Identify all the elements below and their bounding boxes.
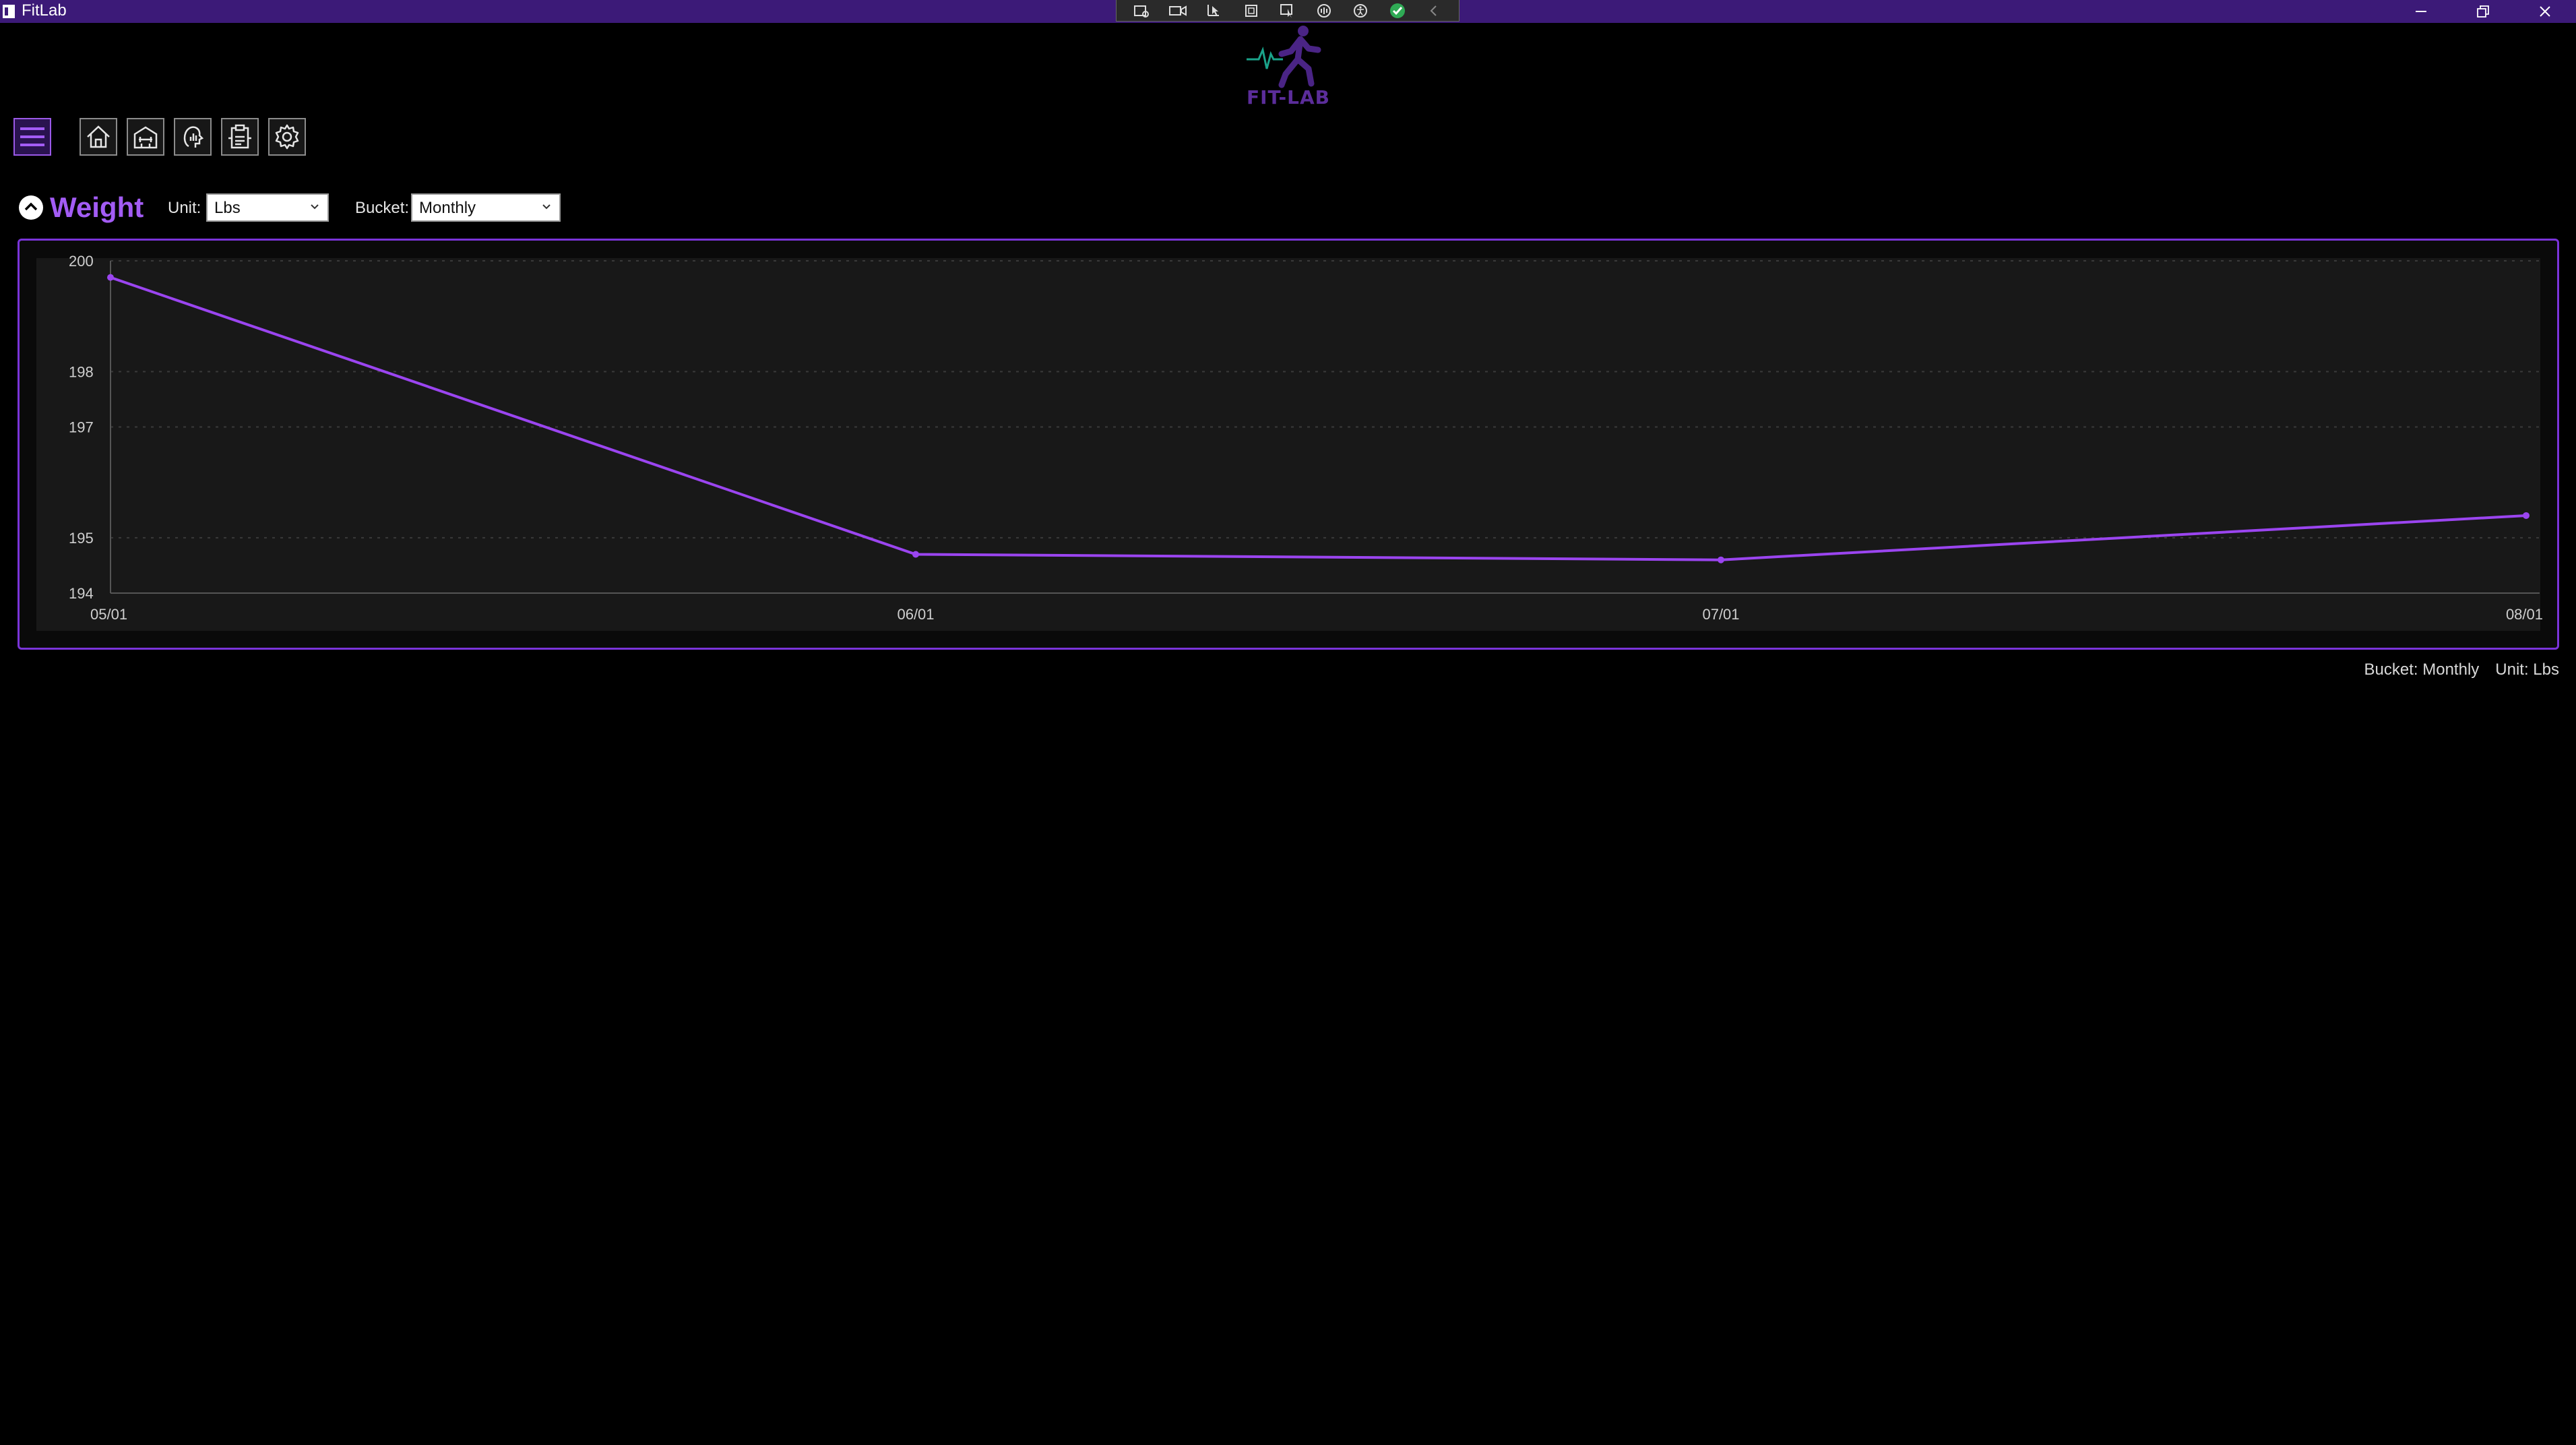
check-status-icon[interactable] [1388,3,1407,19]
app-logo: FIT-LAB [1244,24,1333,109]
chevron-up-icon [24,202,38,211]
restore-icon [2477,5,2489,18]
footer-bucket: Bucket: Monthly [2364,660,2480,679]
section-title: Weight [50,191,144,223]
y-tick-label: 197 [69,419,94,436]
accessibility-icon[interactable] [1351,3,1370,19]
minimize-button[interactable] [2390,0,2452,23]
collapse-chevron-icon[interactable] [1424,3,1443,19]
clipboard-icon [228,124,251,149]
gym-icon [133,126,158,149]
capture-toolbar [1116,0,1459,22]
data-point [912,551,919,558]
y-tick-label: 200 [69,253,94,270]
runner-logo-icon [1247,26,1321,88]
footer-unit: Unit: Lbs [2495,660,2559,679]
progress-button[interactable] [174,118,212,156]
settings-button[interactable] [268,118,306,156]
gear-icon [275,124,299,150]
window-capture-icon[interactable] [1242,3,1261,19]
close-button[interactable] [2514,0,2576,23]
home-icon [87,125,110,148]
weight-line-chart: 194 195 197 198 200 05/01 06/01 07/01 08/01 [36,253,2543,631]
x-tick-label: 07/01 [1702,606,1739,623]
y-tick-label: 198 [69,363,94,380]
series-line [110,276,2527,561]
title-bar: FitLab [0,0,2576,23]
progress-profile-icon [183,126,204,148]
data-point [107,274,114,281]
x-tick-label: 06/01 [897,606,934,623]
weight-chart-card: 194 195 197 198 200 05/01 06/01 07/01 08/01 [18,239,2559,650]
hamburger-menu-icon [20,127,44,146]
chart-footer: Bucket: Monthly Unit: Lbs [2348,660,2559,679]
chevron-down-icon [311,204,319,210]
unit-select-value: Lbs [214,199,241,217]
unit-label: Unit: [168,199,201,217]
logo-text: FIT-LAB [1246,86,1330,109]
nav-toolbar [13,118,306,156]
bucket-label: Bucket: [355,199,410,217]
window-title: FitLab [22,1,67,20]
data-point [1718,556,1724,563]
x-tick-label: 05/01 [90,606,127,623]
screenshot-icon[interactable] [1132,3,1151,19]
plot-background [36,258,2540,631]
bucket-select[interactable]: Monthly [411,193,561,222]
bucket-select-value: Monthly [419,199,476,217]
chevron-down-icon [542,204,551,210]
unit-select[interactable]: Lbs [206,193,329,222]
app-icon [3,5,15,18]
log-button[interactable] [221,118,259,156]
y-tick-label: 194 [69,585,94,602]
data-point [2523,512,2530,519]
video-record-icon[interactable] [1168,3,1187,19]
collapse-section-button[interactable] [19,195,43,220]
region-capture-icon[interactable] [1278,3,1297,19]
home-button[interactable] [80,118,117,156]
close-icon [2540,6,2550,17]
workouts-button[interactable] [127,118,164,156]
pointer-select-icon[interactable] [1205,3,1224,19]
audio-icon[interactable] [1315,3,1333,19]
minimize-icon [2416,11,2426,12]
window-controls [2390,0,2576,23]
x-tick-label: 08/01 [2506,606,2543,623]
menu-button[interactable] [13,118,51,156]
y-tick-label: 195 [69,530,94,547]
restore-button[interactable] [2452,0,2514,23]
